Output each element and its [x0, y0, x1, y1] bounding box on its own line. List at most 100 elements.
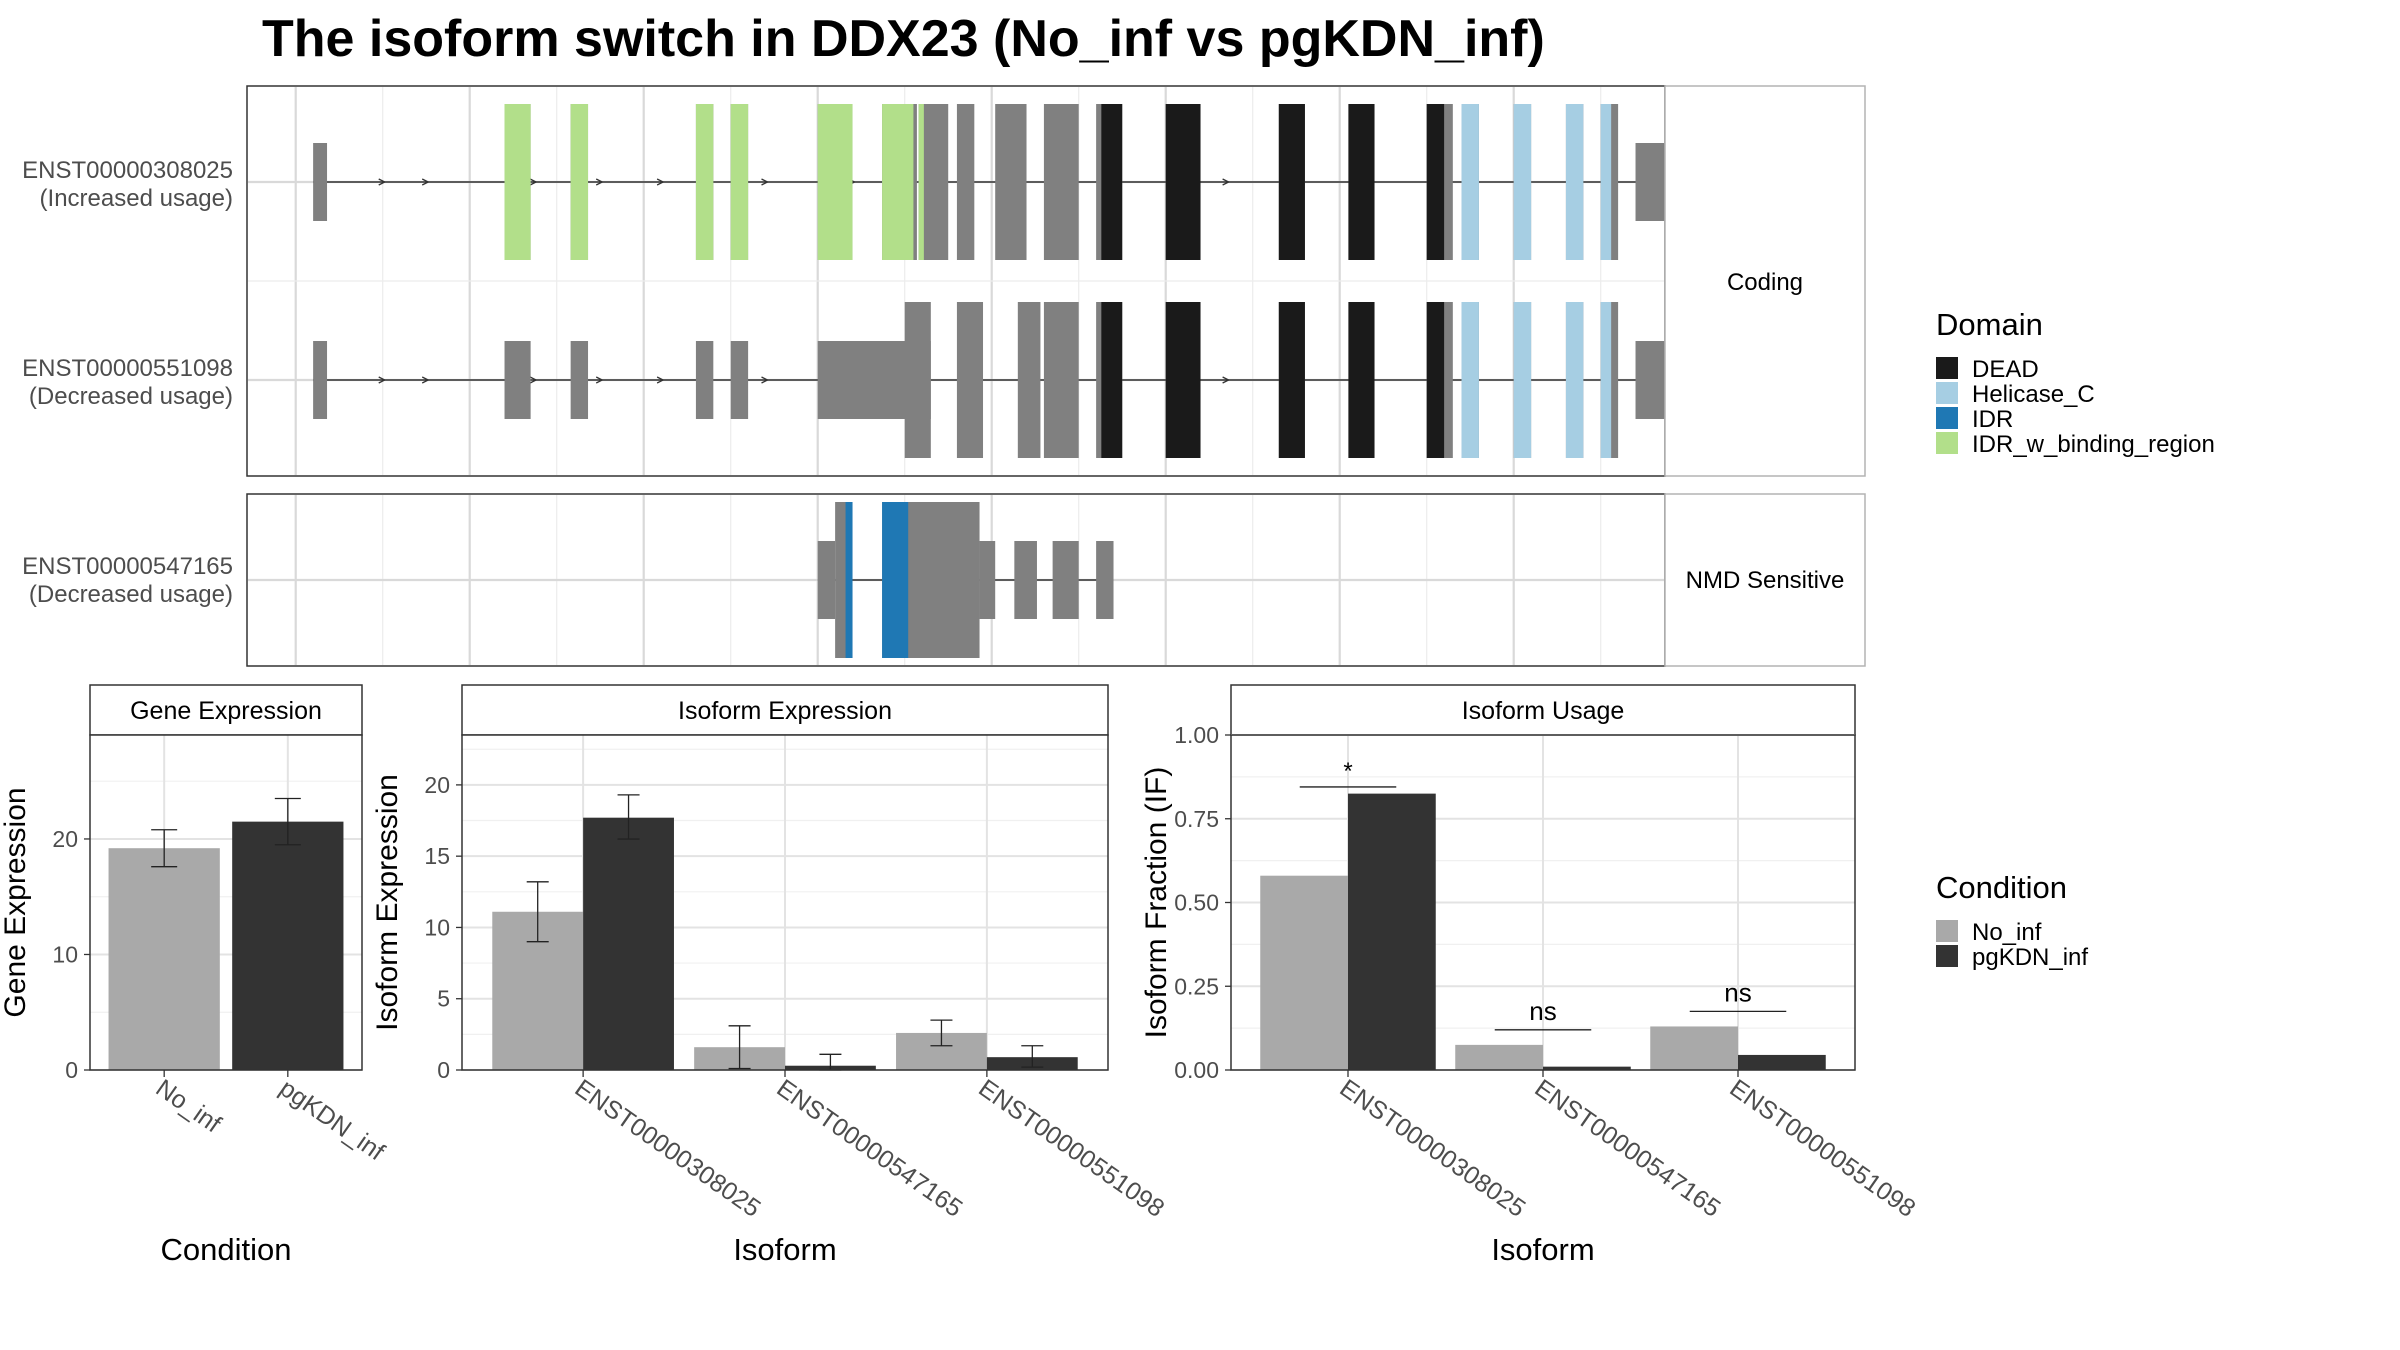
domain-dead	[1278, 302, 1305, 458]
domain-helicase-c	[1461, 302, 1479, 458]
y-tick-label: 0.75	[1174, 806, 1219, 832]
domain-helicase-c	[1600, 104, 1612, 260]
exon	[1052, 541, 1079, 619]
isoform-usage-label: (Decreased usage)	[29, 383, 233, 410]
isoform-track-ENST00000547165	[817, 502, 1114, 658]
bar-pgkdn-inf	[1543, 1066, 1631, 1070]
x-axis-label: Isoform	[1491, 1232, 1594, 1267]
domain-dead	[1101, 104, 1123, 260]
strip	[1230, 684, 1856, 736]
exon	[995, 104, 1027, 260]
bar-pgkdn-inf	[1738, 1054, 1826, 1070]
isoform-track-ENST00000551098	[313, 302, 1680, 458]
bar-pgkdn-inf	[232, 821, 344, 1070]
legend-key-idr	[1936, 407, 1958, 429]
legend-label: pgKDN_inf	[1972, 944, 2088, 971]
domain-idr-w-binding-region	[695, 104, 714, 260]
exon	[1096, 541, 1114, 619]
bar-pgkdn-inf	[583, 817, 674, 1070]
strip	[89, 684, 363, 736]
exon	[730, 341, 749, 419]
strand-arrow	[1222, 178, 1231, 186]
strand-arrow	[595, 376, 604, 384]
legend-label: No_inf	[1972, 919, 2042, 946]
exon	[504, 341, 531, 419]
bar-no-inf	[1650, 1026, 1738, 1070]
legend-domain: Domain DEAD Helicase_C IDR IDR_w_binding…	[1936, 307, 2215, 458]
strip-nmd	[1664, 493, 1866, 667]
strand-arrow	[529, 178, 538, 186]
panel-title: Gene Expression	[130, 697, 322, 725]
y-tick-label: 5	[437, 986, 450, 1012]
legend-key-dead	[1936, 357, 1958, 379]
strand-arrow	[421, 178, 430, 186]
isoform-track-ENST00000308025	[313, 104, 1688, 260]
isoform-id-label: ENST00000547165	[22, 553, 233, 580]
domain-helicase-c	[1600, 302, 1612, 458]
structure-panel-nmd: NMD Sensitive	[246, 493, 1866, 667]
strand-arrow	[1222, 376, 1231, 384]
bar-no-inf	[1455, 1044, 1543, 1070]
exon	[956, 104, 975, 260]
exon	[313, 341, 328, 419]
domain-idr-w-binding-region	[882, 104, 914, 260]
strip-coding	[1664, 85, 1866, 477]
isoform-id-label: ENST00000551098	[22, 355, 233, 382]
strand-arrow	[761, 376, 769, 384]
x-axis-label: Condition	[161, 1232, 292, 1267]
significance-label: ns	[1529, 996, 1556, 1026]
strip	[461, 684, 1109, 736]
strand-arrow	[656, 178, 665, 186]
chart-title: The isoform switch in DDX23 (No_inf vs p…	[262, 10, 1545, 68]
y-tick-label: 20	[52, 826, 78, 852]
exon	[956, 302, 984, 458]
exon	[817, 541, 836, 619]
domain-idr-w-binding-region	[918, 104, 924, 260]
strand-arrow	[421, 376, 430, 384]
exon	[1043, 302, 1079, 458]
domain-dead	[1165, 104, 1201, 260]
y-tick-label: 0.00	[1174, 1057, 1219, 1083]
legend-title: Domain	[1936, 307, 2043, 342]
panel-border	[461, 734, 1109, 1071]
bar-no-inf	[108, 848, 220, 1070]
legend-title: Condition	[1936, 870, 2067, 905]
domain-helicase-c	[1461, 104, 1479, 260]
exon	[1043, 104, 1079, 260]
strip-label-nmd: NMD Sensitive	[1686, 567, 1845, 594]
panel-border	[1230, 734, 1856, 1071]
legend-label: IDR_w_binding_region	[1972, 431, 2215, 458]
domain-helicase-c	[1513, 302, 1532, 458]
legend-condition: Condition No_inf pgKDN_inf	[1936, 870, 2088, 971]
legend-key-no-inf	[1936, 920, 1958, 942]
legend-key-helicase-c	[1936, 382, 1958, 404]
exon	[695, 341, 714, 419]
isoform-usage-label: (Decreased usage)	[29, 581, 233, 608]
y-tick-label: 10	[424, 914, 450, 940]
legend-label: IDR	[1972, 406, 2013, 433]
panel-title: Isoform Usage	[1462, 697, 1625, 725]
exon	[904, 302, 931, 458]
strand-arrow	[529, 376, 538, 384]
domain-idr-w-binding-region	[504, 104, 531, 260]
y-axis-label: Gene Expression	[0, 787, 32, 1017]
domain-dead	[1426, 302, 1445, 458]
significance-label: *	[1343, 758, 1352, 785]
domain-dead	[1348, 104, 1375, 260]
y-tick-label: 15	[424, 843, 450, 869]
domain-idr	[882, 502, 909, 658]
exon	[570, 341, 589, 419]
domain-dead	[1101, 302, 1123, 458]
domain-helicase-c	[1565, 302, 1584, 458]
legend-label: DEAD	[1972, 356, 2039, 383]
strand-arrow	[378, 178, 387, 186]
domain-idr-w-binding-region	[570, 104, 589, 260]
domain-idr	[845, 502, 853, 658]
isoform-usage-label: (Increased usage)	[40, 185, 233, 212]
exon	[313, 143, 328, 221]
domain-dead	[1165, 302, 1201, 458]
legend-key-idr-w-binding-region	[1936, 432, 1958, 454]
exon	[1017, 302, 1041, 458]
legend-label: Helicase_C	[1972, 381, 2095, 408]
bar-no-inf	[1260, 875, 1348, 1070]
